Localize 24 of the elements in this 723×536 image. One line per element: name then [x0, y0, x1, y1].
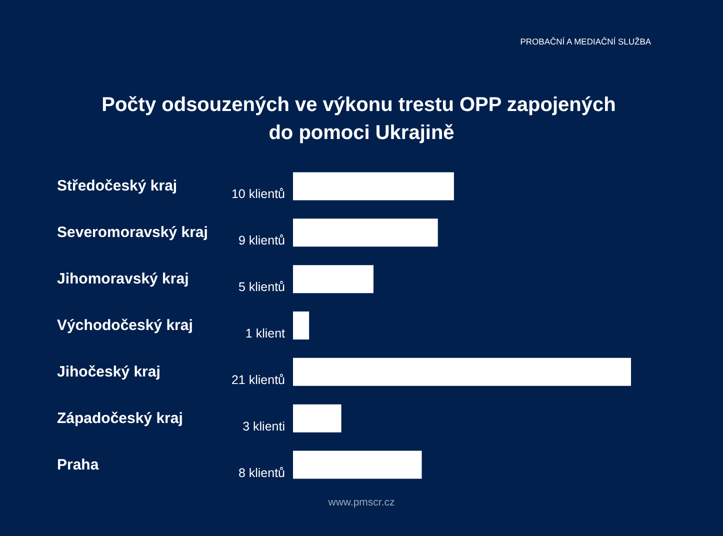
- bar: [293, 358, 631, 386]
- data-label: 5 klientů: [238, 280, 286, 294]
- y-tick-label: Východočeský kraj: [57, 317, 193, 334]
- data-label: 1 klient: [245, 326, 286, 340]
- y-tick-label: Jihočeský kraj: [57, 363, 160, 380]
- bar: [293, 265, 374, 294]
- chart-title: Počty odsouzených ve výkonu trestu OPP zapojených do pomoci Ukrajině: [102, 94, 622, 144]
- data-label: 21 klientů: [231, 372, 286, 387]
- y-tick-label: Západočeský kraj: [57, 410, 183, 427]
- data-label: 8 klientů: [238, 466, 286, 480]
- y-tick-label: Jihomoravský kraj: [57, 270, 189, 288]
- bar: [293, 172, 454, 200]
- text: www.pmscr.cz: [327, 496, 395, 508]
- bar: [293, 312, 310, 340]
- text: PROBAČNÍ A MEDIAČNÍ SLUŽBA: [520, 36, 652, 46]
- data-label: 9 klientů: [238, 234, 286, 248]
- data-label: 3 klienti: [242, 419, 285, 434]
- y-tick-label: Středočeský kraj: [57, 178, 178, 195]
- bar: [293, 404, 342, 432]
- bar: [293, 450, 422, 479]
- data-label: 10 klientů: [231, 187, 286, 202]
- bar: [293, 218, 438, 247]
- y-tick-label: Severomoravský kraj: [57, 224, 208, 242]
- y-tick-label: Praha: [57, 456, 100, 474]
